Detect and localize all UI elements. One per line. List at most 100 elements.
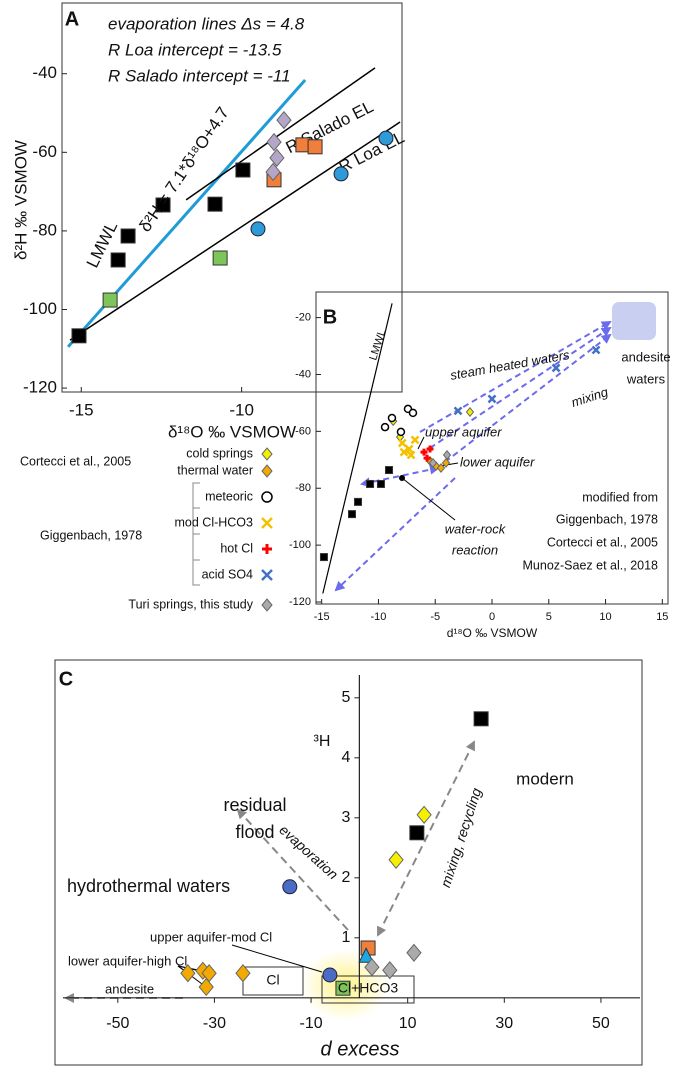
y-tick-label: -120 [23,378,57,397]
arrow [334,477,456,592]
legend-marker [261,491,273,503]
annotation: upper aquifer [425,424,502,439]
data-point [250,221,266,237]
y-tick-label: -60 [295,425,311,437]
x-tick-label: -10 [370,611,386,623]
data-point [420,448,428,456]
annotation: residual [223,795,286,815]
data-point [120,228,136,244]
annotation: Cl+HCO3 [338,980,399,996]
y-tick-label: 1 [341,929,350,946]
x-tick-label: 10 [399,1015,417,1032]
y-tick-label: -120 [289,596,311,608]
pointer [417,436,425,450]
data-point [110,252,126,268]
data-point [358,947,374,963]
data-point [487,394,497,404]
arrow [360,464,440,488]
data-point [423,454,431,462]
annotation: evaporation [276,822,341,883]
data-point [396,427,406,437]
y-tick-label: 3 [341,809,350,826]
y-tick-label: 5 [341,689,350,706]
data-point [366,479,375,488]
cl-hco3-box [321,975,415,1004]
data-point [436,463,446,474]
y-tick-label: -20 [295,312,311,324]
arrow [236,808,349,931]
data-point [354,497,363,506]
annotation: lower aquifer [460,454,535,469]
x-tick-label: 15 [656,611,668,623]
data-point [378,130,394,146]
data-point [382,961,398,980]
panel-label: C [59,668,73,690]
data-point [347,510,356,519]
legend-label: meteoric [205,489,253,503]
legend-marker [261,598,273,612]
y-tick-label: -80 [295,482,311,494]
data-point [428,457,438,468]
data-point [276,110,292,130]
data-point [410,435,420,445]
arrow [377,740,475,937]
data-point [102,292,118,308]
legend-marker [261,569,273,581]
x-tick-label: 0 [489,611,495,623]
data-point [404,444,414,454]
data-point [235,162,251,178]
pointer [231,944,323,973]
data-point [397,438,407,448]
annotation: flood [235,822,274,842]
legend-marker [261,517,273,529]
annotation: reaction [452,542,498,557]
cl-box [242,966,304,996]
annotation: modified from [582,490,658,504]
annotation: Munoz-Saez et al., 2018 [523,558,659,572]
data-point [266,132,282,152]
x-axis-label: δ¹⁸O ‰ VSMOW [168,422,296,441]
x-tick-label: -50 [106,1015,129,1032]
y-tick-label: -40 [295,368,311,380]
data-point [441,457,451,468]
data-point [388,850,404,869]
data-point [364,958,380,977]
annotation: Cortecci et al., 2005 [547,535,658,549]
annotation: waters [626,371,666,386]
data-point [235,964,251,983]
mixing-arrows [334,320,612,592]
x-tick-label: 5 [546,611,552,623]
legend-label: hot Cl [220,541,253,555]
data-point [322,967,338,983]
legend-group-label: Giggenbach, 1978 [40,528,142,542]
x-tick-label: -10 [229,400,254,419]
annotation: andesite [621,349,670,364]
data-point [269,148,285,167]
x-tick-label: -15 [314,611,330,623]
y-axis-label: ³H [314,733,331,750]
data-point [282,879,298,895]
x-tick-label: 30 [495,1015,513,1032]
y-tick-label: -100 [23,299,57,318]
x-tick-label: 10 [599,611,611,623]
annotation: mixing [569,384,610,410]
plot-frame [61,2,403,393]
legend-label: cold springs [186,446,253,460]
data-point [406,450,416,460]
y-tick-label: -40 [32,63,57,82]
y-tick-label: -100 [289,539,311,551]
annotation: upper aquifer-mod Cl [150,929,272,944]
andesite-region [612,302,656,340]
annotation: R Salado intercept = -11 [108,66,291,85]
x-tick-label: -15 [69,400,94,419]
panel-label: A [65,8,79,30]
data-point [180,964,196,983]
x-tick-label: -5 [430,611,440,623]
arrow [444,333,612,463]
data-point [426,445,434,453]
data-point [591,345,601,355]
data-point [155,197,171,213]
